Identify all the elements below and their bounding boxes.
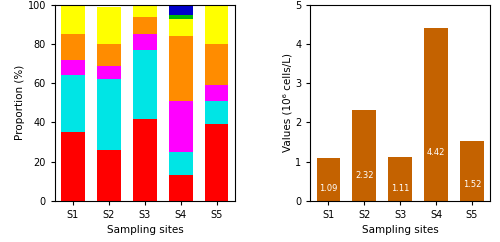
Bar (97, 44, 120, 66)
Bar (205, 124, 229, 201)
X-axis label: Sampling sites: Sampling sites (362, 226, 438, 235)
Bar (169, 19, 192, 36)
Bar (388, 157, 412, 201)
Bar (169, 15, 192, 19)
Y-axis label: Values (10⁶ cells/L): Values (10⁶ cells/L) (282, 53, 292, 152)
X-axis label: Sampling sites: Sampling sites (106, 226, 184, 235)
Bar (62, 60, 84, 76)
Bar (97, 7, 120, 44)
Bar (205, 101, 229, 124)
Bar (316, 158, 340, 201)
Text: 2.32: 2.32 (355, 171, 374, 180)
Bar (169, 101, 192, 152)
Bar (97, 150, 120, 201)
Text: 1.52: 1.52 (463, 180, 481, 189)
Bar (133, 17, 156, 34)
Bar (205, 5, 229, 44)
Text: 1.09: 1.09 (319, 184, 338, 193)
Bar (62, 34, 84, 60)
Bar (424, 28, 448, 201)
Bar (133, 34, 156, 50)
Bar (169, 5, 192, 15)
Bar (133, 50, 156, 119)
Bar (62, 5, 84, 34)
Bar (460, 141, 483, 201)
Text: 4.42: 4.42 (427, 148, 446, 157)
Y-axis label: Proportion (%): Proportion (%) (15, 65, 25, 140)
Bar (62, 76, 84, 132)
Text: 1.11: 1.11 (391, 184, 409, 193)
Bar (169, 175, 192, 201)
Bar (352, 110, 376, 201)
Bar (97, 79, 120, 150)
Bar (62, 132, 84, 201)
Bar (169, 152, 192, 175)
Bar (133, 5, 156, 17)
Bar (97, 66, 120, 79)
Bar (205, 44, 229, 85)
Bar (205, 85, 229, 101)
Bar (133, 119, 156, 201)
Bar (169, 36, 192, 101)
